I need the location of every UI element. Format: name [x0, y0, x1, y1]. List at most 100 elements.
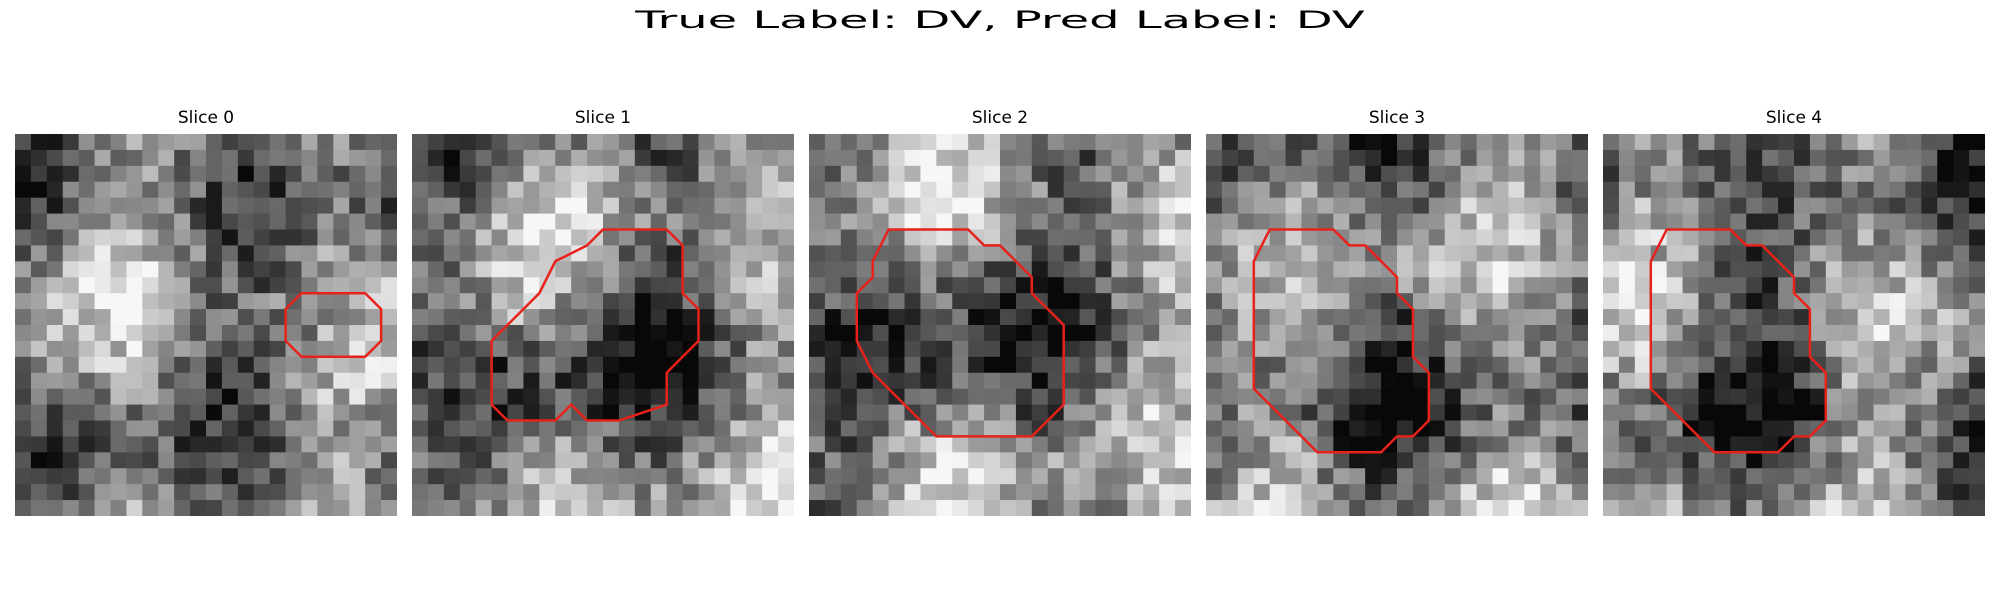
- image-pixel: [1095, 484, 1113, 501]
- image-pixel: [968, 420, 985, 438]
- image-pixel: [618, 340, 636, 358]
- image-pixel: [1556, 134, 1573, 151]
- image-pixel: [1603, 309, 1620, 326]
- image-pixel: [1540, 149, 1557, 167]
- image-pixel: [1063, 181, 1081, 199]
- image-pixel: [158, 452, 175, 469]
- image-pixel: [1937, 325, 1954, 342]
- image-pixel: [1285, 181, 1303, 199]
- image-pixel: [1127, 468, 1144, 485]
- image-pixel: [1634, 261, 1652, 278]
- image-pixel: [1618, 261, 1636, 278]
- image-pixel: [1285, 484, 1303, 501]
- image-pixel: [158, 404, 175, 422]
- image-pixel: [936, 436, 953, 453]
- image-pixel: [1873, 420, 1891, 438]
- image-pixel: [1063, 293, 1081, 310]
- image-pixel: [62, 277, 80, 294]
- image-pixel: [1540, 356, 1557, 374]
- image-pixel: [840, 181, 858, 199]
- image-pixel: [1825, 356, 1843, 374]
- image-pixel: [333, 245, 350, 262]
- image-pixel: [936, 245, 953, 262]
- image-pixel: [1143, 420, 1160, 438]
- image-pixel: [1809, 165, 1827, 183]
- image-pixel: [1143, 436, 1160, 453]
- image-pixel: [1921, 261, 1938, 278]
- image-pixel: [1937, 293, 1954, 310]
- image-pixel: [1937, 372, 1954, 390]
- image-pixel: [1921, 293, 1938, 310]
- image-pixel: [1000, 452, 1017, 469]
- image-pixel: [1237, 452, 1255, 469]
- image-pixel: [1111, 149, 1128, 167]
- image-pixel: [349, 436, 366, 453]
- image-pixel: [1809, 404, 1827, 422]
- image-pixel: [206, 229, 223, 247]
- image-pixel: [475, 404, 493, 422]
- image-pixel: [237, 197, 255, 215]
- image-pixel: [206, 468, 223, 485]
- image-pixel: [603, 293, 620, 310]
- image-pixel: [952, 309, 969, 326]
- image-pixel: [317, 372, 334, 390]
- image-pixel: [1746, 420, 1763, 438]
- image-pixel: [555, 134, 572, 151]
- image-pixel: [555, 484, 572, 501]
- image-pixel: [1476, 404, 1494, 422]
- image-pixel: [1650, 325, 1668, 342]
- image-pixel: [1317, 165, 1334, 183]
- image-pixel: [1015, 500, 1033, 516]
- image-pixel: [1953, 277, 1970, 294]
- image-pixel: [459, 261, 477, 278]
- image-pixel: [682, 197, 700, 215]
- image-pixel: [253, 181, 271, 199]
- image-pixel: [1031, 181, 1049, 199]
- image-pixel: [856, 388, 874, 406]
- image-pixel: [1698, 277, 1716, 294]
- image-pixel: [1841, 500, 1859, 516]
- image-pixel: [539, 340, 556, 358]
- image-pixel: [1953, 500, 1970, 516]
- image-pixel: [1921, 165, 1938, 183]
- image-pixel: [427, 484, 445, 501]
- image-pixel: [1778, 340, 1795, 358]
- image-pixel: [824, 404, 842, 422]
- image-pixel: [1714, 356, 1731, 374]
- image-pixel: [475, 229, 493, 247]
- image-pixel: [682, 356, 700, 374]
- image-pixel: [587, 372, 604, 390]
- image-pixel: [1476, 420, 1494, 438]
- image-pixel: [1127, 356, 1144, 374]
- image-pixel: [618, 277, 636, 294]
- image-pixel: [587, 165, 604, 183]
- image-pixel: [1572, 372, 1588, 390]
- image-pixel: [920, 261, 937, 278]
- image-pixel: [1650, 420, 1668, 438]
- image-pixel: [158, 356, 175, 374]
- image-pixel: [904, 293, 922, 310]
- image-pixel: [698, 388, 716, 406]
- image-pixel: [269, 325, 287, 342]
- image-pixel: [459, 420, 477, 438]
- image-pixel: [1524, 277, 1541, 294]
- image-pixel: [1237, 325, 1255, 342]
- image-pixel: [1746, 325, 1763, 342]
- image-pixel: [158, 340, 175, 358]
- image-pixel: [1508, 420, 1525, 438]
- image-pixel: [1000, 325, 1017, 342]
- image-pixel: [1618, 356, 1636, 374]
- image-pixel: [920, 229, 937, 247]
- image-pixel: [365, 436, 382, 453]
- image-pixel: [459, 293, 477, 310]
- image-pixel: [1825, 484, 1843, 501]
- image-pixel: [1460, 340, 1478, 358]
- image-pixel: [1301, 261, 1319, 278]
- image-pixel: [984, 452, 1001, 469]
- image-pixel: [1460, 277, 1478, 294]
- image-pixel: [1428, 340, 1446, 358]
- image-pixel: [237, 484, 255, 501]
- image-pixel: [1634, 325, 1652, 342]
- image-pixel: [412, 404, 429, 422]
- image-pixel: [1508, 213, 1525, 231]
